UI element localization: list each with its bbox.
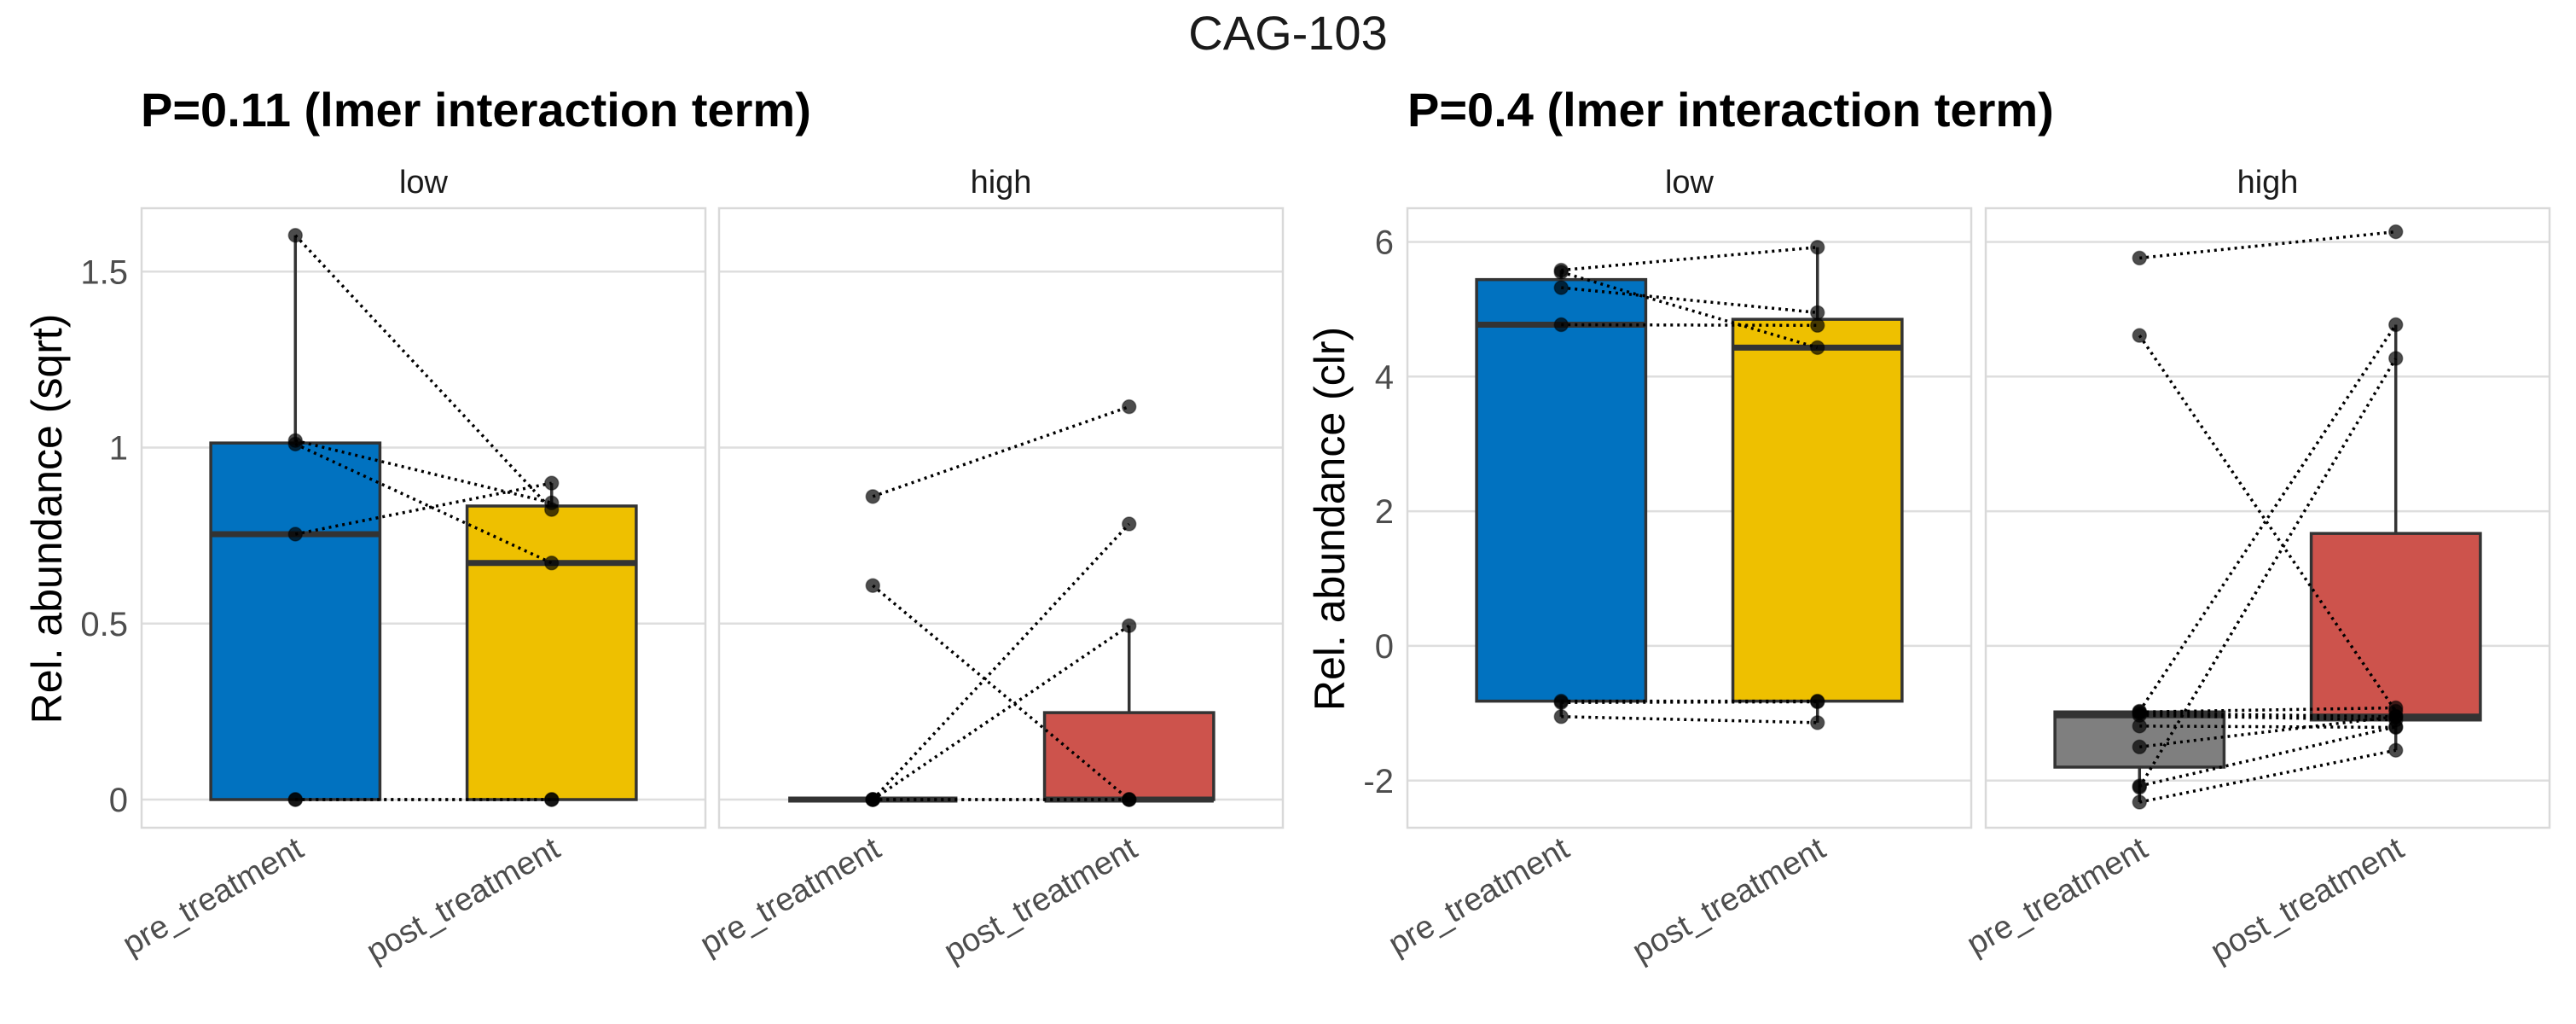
paired-line <box>2139 706 2396 714</box>
data-point <box>2387 351 2404 366</box>
paired-line <box>2139 713 2396 722</box>
paired-line <box>2138 724 2397 788</box>
x-tick-label: pre_treatment <box>694 830 887 963</box>
data-point <box>1553 265 1569 280</box>
data-point <box>2132 739 2148 755</box>
y-tick-label: 1 <box>109 430 128 468</box>
paired-line <box>2138 335 2398 713</box>
paired-line <box>1561 700 1818 704</box>
data-point <box>865 578 881 593</box>
y-tick-label: 6 <box>1375 224 1394 261</box>
paired-line <box>1561 323 1818 328</box>
data-point <box>2387 224 2404 240</box>
facet-strip-label: high <box>971 165 1032 201</box>
y-tick-label: 0.5 <box>80 606 128 643</box>
x-tick-label: post_treatment <box>938 830 1144 969</box>
data-point <box>1553 709 1569 724</box>
x-tick-label: pre_treatment <box>1383 830 1575 963</box>
panel-border <box>1406 207 1973 829</box>
figure-title: CAG-103 <box>1188 6 1387 60</box>
x-tick-label: post_treatment <box>1627 830 1832 969</box>
data-point <box>865 489 881 504</box>
data-point <box>865 792 881 807</box>
paired-line <box>872 584 1130 801</box>
box-post_treatment <box>2309 532 2482 722</box>
data-point <box>2132 794 2148 810</box>
data-point <box>543 792 560 807</box>
facet-strip-label: low <box>399 165 449 201</box>
y-tick-label: 0 <box>1375 628 1394 666</box>
box-post_treatment <box>465 504 638 801</box>
data-point <box>2387 317 2404 333</box>
paired-line <box>293 234 554 511</box>
panel-1-y-axis-title: Rel. abundance (sqrt) <box>23 314 71 724</box>
paired-line <box>2138 748 2397 804</box>
y-tick-label: -2 <box>1363 763 1394 800</box>
y-tick-label: 2 <box>1375 493 1394 531</box>
panel-border <box>1984 207 2551 829</box>
data-point <box>543 556 560 571</box>
paired-line <box>294 439 553 504</box>
data-point <box>1121 618 1137 633</box>
data-point <box>1809 715 1825 730</box>
data-point <box>2132 719 2148 734</box>
data-point <box>1553 695 1569 710</box>
data-point <box>2132 778 2148 794</box>
data-point <box>1809 694 1825 710</box>
data-point <box>1553 317 1569 333</box>
facet-strip-label: high <box>2237 165 2299 201</box>
paired-line <box>872 404 1130 498</box>
paired-line <box>2139 230 2396 260</box>
paired-line <box>2138 323 2398 713</box>
paired-line <box>1561 286 1818 315</box>
x-tick-label: pre_treatment <box>117 830 310 963</box>
data-point <box>2132 328 2148 343</box>
paired-line <box>1561 246 1818 272</box>
data-point <box>1121 399 1137 415</box>
x-tick-label: pre_treatment <box>1961 830 2154 963</box>
box-post_treatment <box>1731 317 1904 703</box>
data-point <box>1809 340 1825 356</box>
data-point <box>2387 742 2404 758</box>
x-tick-label: post_treatment <box>2205 830 2411 969</box>
data-point <box>543 495 560 511</box>
paired-line <box>2139 724 2396 730</box>
paired-line <box>871 522 1131 801</box>
paired-line <box>1561 715 1818 724</box>
panel-border <box>140 207 707 829</box>
y-tick-label: 1.5 <box>80 253 128 291</box>
facet-panel-low: low pre_treatment post_treatment <box>117 165 707 970</box>
box-pre_treatment <box>209 441 382 801</box>
data-point <box>1809 305 1825 321</box>
data-point <box>2132 250 2148 266</box>
data-point <box>543 475 560 491</box>
panel-2-y-axis-title: Rel. abundance (clr) <box>1306 327 1354 711</box>
facet-panel-high: high pre_treatment post_treatment <box>1961 165 2551 970</box>
paired-line <box>2139 712 2396 719</box>
box-pre_treatment <box>1475 277 1648 703</box>
box-post_treatment <box>1042 711 1215 801</box>
y-tick-label: 4 <box>1375 358 1394 396</box>
data-point <box>1553 280 1569 295</box>
data-point <box>287 436 304 452</box>
panel-1-subtitle: P=0.11 (lmer interaction term) <box>141 83 811 137</box>
data-point <box>287 527 304 542</box>
data-point <box>1121 792 1137 807</box>
y-tick-label: 0 <box>109 782 128 819</box>
data-point <box>1809 240 1825 255</box>
data-point <box>1121 516 1137 532</box>
facet-strip-label: low <box>1665 165 1714 201</box>
facet-panel-low: low pre_treatment post_treatment <box>1383 165 1973 970</box>
data-point <box>287 228 304 243</box>
paired-line <box>294 481 553 536</box>
data-point <box>1809 317 1825 334</box>
paired-line <box>2139 715 2396 749</box>
panel-2-subtitle: P=0.4 (lmer interaction term) <box>1407 83 2054 137</box>
data-point <box>2387 719 2404 735</box>
x-tick-label: post_treatment <box>361 830 566 969</box>
data-point <box>287 792 304 807</box>
facet-panel-high: high pre_treatment post_treatment <box>694 165 1285 970</box>
panel-border <box>717 207 1285 829</box>
